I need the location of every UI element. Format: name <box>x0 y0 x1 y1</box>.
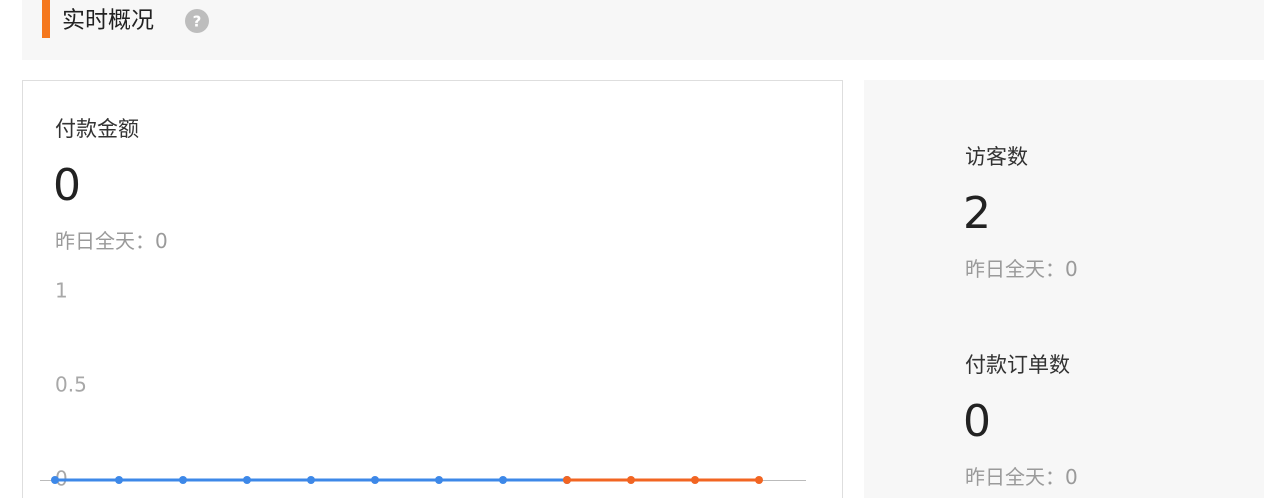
yesterday-value: 0 <box>1065 257 1078 281</box>
yesterday-label: 昨日全天： <box>965 257 1065 281</box>
card-label: 付款金额 <box>55 117 139 141</box>
yesterday-label: 昨日全天： <box>55 229 155 253</box>
y-tick-label: 0.5 <box>55 373 87 397</box>
help-icon-text[interactable]: ? <box>193 13 202 31</box>
yesterday-label: 昨日全天： <box>965 465 1065 489</box>
card-value: 0 <box>963 396 991 447</box>
card-label: 付款订单数 <box>965 353 1070 377</box>
point <box>435 476 443 484</box>
header-accent <box>42 0 50 38</box>
card-yesterday: 昨日全天：0 <box>55 229 168 253</box>
card-label: 访客数 <box>965 145 1028 169</box>
point <box>627 476 635 484</box>
card-main <box>22 80 843 498</box>
point <box>499 476 507 484</box>
point <box>51 476 59 484</box>
yesterday-value: 0 <box>155 229 168 253</box>
y-tick-label: 1 <box>55 279 68 303</box>
header-bar <box>22 0 1264 60</box>
card-yesterday: 昨日全天：0 <box>965 257 1078 281</box>
point <box>755 476 763 484</box>
point <box>563 476 571 484</box>
card-yesterday: 昨日全天：0 <box>965 465 1078 489</box>
header-title: 实时概况 <box>62 8 154 34</box>
point <box>691 476 699 484</box>
card-value: 2 <box>963 188 991 239</box>
help-icon[interactable] <box>185 9 209 33</box>
point <box>307 476 315 484</box>
point <box>243 476 251 484</box>
point <box>371 476 379 484</box>
point <box>179 476 187 484</box>
card-value: 0 <box>53 160 81 211</box>
point <box>115 476 123 484</box>
side-panel <box>864 80 1264 498</box>
yesterday-value: 0 <box>1065 465 1078 489</box>
